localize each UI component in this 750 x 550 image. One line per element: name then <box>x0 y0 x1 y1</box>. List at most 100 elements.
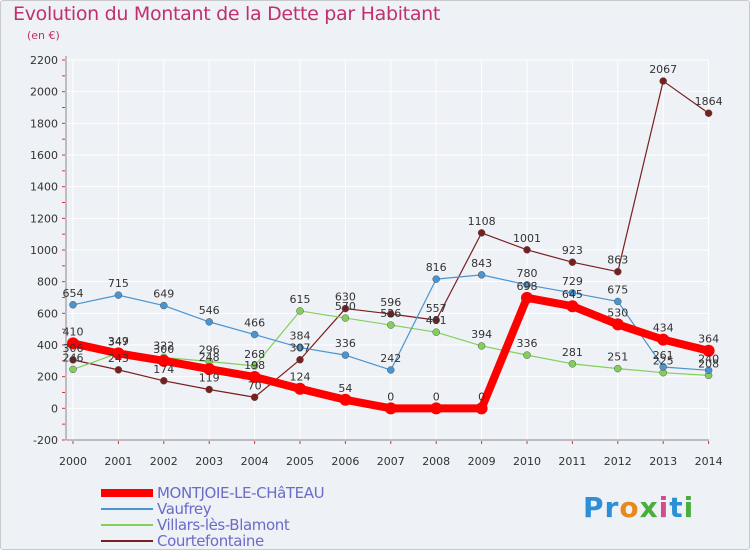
data-point <box>205 318 213 326</box>
data-point <box>614 267 622 276</box>
data-point <box>341 304 350 313</box>
x-tick-label: 2013 <box>649 455 677 468</box>
data-label: 530 <box>607 306 628 319</box>
data-label: 347 <box>108 335 129 348</box>
data-point <box>704 366 713 375</box>
y-tick-label: 2200 <box>30 54 58 67</box>
y-tick-label: 1800 <box>30 117 58 130</box>
data-point <box>523 351 531 359</box>
data-label: 481 <box>426 314 447 327</box>
data-label: 557 <box>426 302 447 315</box>
data-point <box>69 356 77 364</box>
legend-entry: Vaufrey <box>101 501 324 517</box>
legend-label: Vaufrey <box>157 500 212 518</box>
y-tick-label: 600 <box>37 307 58 320</box>
data-label: 526 <box>380 307 401 320</box>
data-label: 306 <box>63 342 84 355</box>
data-point <box>384 402 397 415</box>
data-label: 615 <box>290 293 311 306</box>
data-label: 208 <box>698 357 719 370</box>
data-label: 729 <box>562 275 583 288</box>
data-point <box>248 370 261 383</box>
data-point <box>657 333 670 346</box>
x-tick-label: 2009 <box>468 455 496 468</box>
data-label: 863 <box>607 254 628 267</box>
data-label: 645 <box>562 288 583 301</box>
chart-title: Evolution du Montant de la Dette par Hab… <box>13 3 441 25</box>
data-point <box>296 307 304 315</box>
legend-label: Villars-lès-Blamont <box>157 516 290 534</box>
data-point <box>341 351 350 359</box>
data-point <box>296 343 304 352</box>
y-tick-label: 1400 <box>30 181 58 194</box>
x-tick-label: 2012 <box>604 455 632 468</box>
data-point <box>432 316 440 324</box>
data-label: 322 <box>153 339 174 352</box>
legend-entry: Villars-lès-Blamont <box>101 517 324 533</box>
x-tick-label: 2006 <box>331 455 359 468</box>
data-point <box>250 330 259 339</box>
data-label: 246 <box>63 351 84 364</box>
x-tick-label: 2010 <box>513 455 541 468</box>
data-point <box>112 347 125 360</box>
y-tick-label: 1200 <box>30 212 58 225</box>
data-label: 349 <box>108 335 129 348</box>
data-point <box>205 385 213 394</box>
data-label: 54 <box>338 382 352 395</box>
data-label: 198 <box>244 359 265 372</box>
data-label: 243 <box>108 352 129 365</box>
data-point <box>69 301 77 309</box>
x-tick-label: 2003 <box>195 455 223 468</box>
data-label: 124 <box>290 371 311 384</box>
data-point <box>339 393 352 406</box>
data-label: 364 <box>698 333 719 346</box>
data-point <box>523 281 531 289</box>
data-point <box>160 377 168 385</box>
y-tick-label: 1000 <box>30 244 58 257</box>
y-tick-label: -200 <box>33 434 58 447</box>
data-point <box>568 289 577 297</box>
legend-entry: Courtefontaine <box>101 533 324 549</box>
data-label: 384 <box>290 330 311 343</box>
data-point <box>114 291 123 299</box>
x-tick-label: 2014 <box>695 455 723 468</box>
data-point <box>387 310 395 318</box>
data-label: 261 <box>653 349 674 362</box>
data-point <box>430 402 443 415</box>
x-tick-label: 2011 <box>558 455 586 468</box>
data-point <box>702 344 715 357</box>
y-tick-label: 1600 <box>30 149 58 162</box>
data-label: 843 <box>471 257 492 270</box>
data-point <box>477 229 486 237</box>
x-tick-label: 2004 <box>241 455 269 468</box>
data-label: 596 <box>380 296 401 309</box>
data-point <box>566 300 579 313</box>
data-label: 654 <box>63 287 84 300</box>
y-tick-label: 2000 <box>30 86 58 99</box>
data-label: 1864 <box>695 95 723 108</box>
data-point <box>523 246 531 254</box>
x-tick-label: 2000 <box>59 455 87 468</box>
legend-entry: MONTJOIE-LE-CHâTEAU <box>101 485 325 501</box>
x-tick-label: 2002 <box>150 455 178 468</box>
data-point <box>611 318 624 331</box>
data-point <box>250 393 259 401</box>
data-label: 715 <box>108 277 129 290</box>
x-tick-label: 2008 <box>422 455 450 468</box>
data-label: 174 <box>153 363 174 376</box>
data-point <box>477 271 486 279</box>
data-label: 816 <box>426 261 447 274</box>
data-point <box>296 355 304 364</box>
x-tick-label: 2005 <box>286 455 314 468</box>
data-label: 336 <box>335 337 356 350</box>
data-label: 675 <box>607 283 628 296</box>
data-point <box>568 258 577 266</box>
data-label: 70 <box>248 379 262 392</box>
data-point <box>160 301 168 310</box>
data-label: 251 <box>607 351 628 364</box>
data-point <box>521 291 533 304</box>
data-label: 281 <box>562 346 583 359</box>
data-label: 923 <box>562 244 583 257</box>
chart-subtitle: (en €) <box>27 29 60 42</box>
